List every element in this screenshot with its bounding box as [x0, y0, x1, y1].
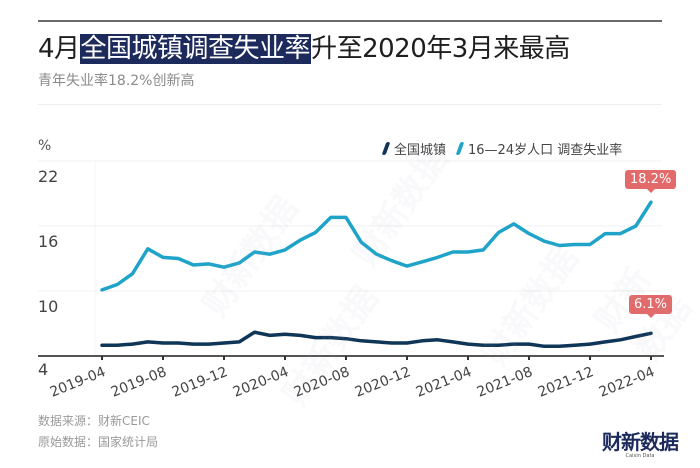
title-prefix: 4月: [38, 34, 80, 64]
legend-item-youth: 16—24岁人口 调查失业率: [454, 139, 622, 158]
title-highlight: 全国城镇调查失业率: [79, 34, 312, 64]
callout-urban-latest: 6.1%: [629, 295, 673, 319]
legend-item-urban: 全国城镇: [380, 139, 446, 158]
y-tick-label: 22: [38, 167, 59, 187]
callout-youth-latest: 18.2%: [625, 170, 677, 194]
subtitle: 青年失业率18.2%创新高: [38, 73, 195, 89]
page-title: 4月全国城镇调查失业率升至2020年3月来最高: [38, 33, 570, 65]
data-origin: 原始数据：国家统计局: [38, 435, 159, 449]
data-source: 数据来源：财新CEIC: [38, 414, 150, 428]
logo-subtext: Caixin Data: [625, 453, 655, 459]
y-tick-label: 4: [38, 360, 49, 379]
legend: 全国城镇 16—24岁人口 调查失业率: [380, 139, 630, 158]
y-axis-unit: %: [38, 138, 52, 154]
legend-label: 全国城镇: [394, 143, 447, 158]
urban-series-line: [100, 330, 653, 349]
y-tick-label: 10: [38, 297, 59, 317]
logo-text: 财新数据: [602, 430, 679, 454]
caixin-data-logo: 财新数据 Caixin Data: [602, 426, 679, 459]
top-rule: [38, 20, 662, 22]
legend-label: 16—24岁人口 调查失业率: [468, 143, 623, 158]
title-suffix: 升至2020年3月来最高: [311, 34, 570, 64]
y-tick-label: 16: [38, 232, 59, 252]
youth-series-line: [100, 200, 653, 292]
divider: [38, 104, 662, 105]
